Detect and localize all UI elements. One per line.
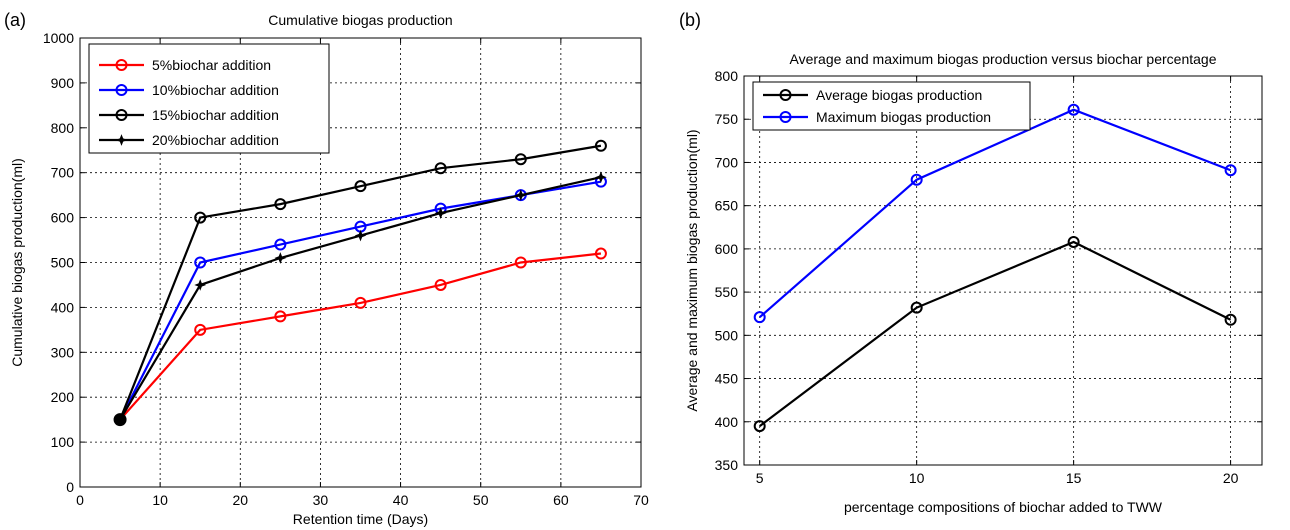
y-tick-label: 100	[51, 434, 75, 450]
chart-b: 5 10 15 20 350 400 450 500 550 600 650 700 750 800 Ave…	[679, 10, 1263, 515]
data-point	[1224, 164, 1237, 177]
data-point	[753, 420, 766, 433]
chart-a: 0 10 20 30 40 50 60 700100200300400500600700800…	[4, 10, 649, 527]
data-point	[354, 229, 367, 242]
data-point	[434, 278, 447, 291]
series-line-1	[759, 240, 1232, 427]
data-point	[274, 198, 287, 211]
y-tick-label: 350	[715, 457, 739, 473]
y-tick-label: 750	[715, 111, 739, 127]
legend-label: 5%biochar addition	[152, 57, 271, 73]
data-point	[194, 211, 207, 224]
y-tick-label: 500	[715, 327, 739, 343]
legend-label: Maximum biogas production	[816, 109, 991, 125]
series-line-3	[119, 144, 602, 421]
data-point	[274, 238, 287, 251]
x-tick-label: 60	[553, 492, 569, 508]
data-point	[274, 310, 287, 323]
legend-marker	[779, 89, 792, 101]
series-line-2	[758, 108, 1232, 319]
data-point	[594, 139, 607, 152]
data-point	[753, 311, 766, 324]
data-point	[514, 189, 527, 202]
panel-label: (b)	[679, 10, 701, 30]
y-tick-label: 200	[51, 389, 75, 405]
data-point	[514, 256, 527, 269]
y-tick-label: 700	[51, 165, 75, 181]
legend-label: Average biogas production	[816, 87, 982, 103]
y-tick-label: 800	[51, 120, 75, 136]
legend-box	[752, 81, 1031, 131]
x-tick-label: 0	[76, 492, 84, 508]
legend-label: 20%biochar addition	[152, 132, 279, 148]
x-tick-label: 20	[232, 492, 248, 508]
data-point	[595, 171, 607, 184]
y-axis-label: Average and maximum biogas production(ml…	[684, 129, 700, 411]
x-tick-label: 15	[1066, 470, 1082, 486]
chart-title: Cumulative biogas production	[268, 12, 452, 28]
data-point	[594, 247, 607, 260]
data-point	[434, 162, 447, 175]
legend: Average biogas production Maximum biogas …	[752, 81, 1031, 131]
y-tick-label: 0	[66, 479, 74, 495]
y-tick-label: 700	[715, 154, 739, 170]
data-point	[354, 180, 367, 193]
x-tick-label: 10	[152, 492, 168, 508]
plot-area	[743, 75, 1263, 466]
data-point	[910, 173, 923, 186]
data-point	[194, 256, 207, 269]
data-point	[1067, 235, 1080, 248]
legend-marker	[115, 109, 128, 121]
x-tick-label: 50	[473, 492, 489, 508]
legend-marker	[779, 111, 792, 123]
x-axis-label: percentage compositions of biochar added…	[844, 499, 1163, 515]
data-point	[194, 279, 207, 291]
legend-marker	[115, 84, 128, 96]
legend-label: 10%biochar addition	[152, 82, 279, 98]
y-tick-label: 600	[715, 241, 739, 257]
data-point	[514, 153, 527, 166]
y-tick-label: 400	[715, 414, 739, 430]
legend-label: 15%biochar addition	[152, 107, 279, 123]
y-tick-label: 550	[715, 284, 739, 300]
legend: 5%biochar addition 10%biochar addition 15%…	[88, 43, 330, 154]
data-point	[1067, 103, 1080, 116]
legend-box	[88, 43, 330, 154]
y-tick-label: 300	[51, 344, 75, 360]
x-tick-label: 40	[393, 492, 409, 508]
x-tick-label: 30	[313, 492, 329, 508]
data-point	[1224, 313, 1237, 326]
y-tick-label: 500	[51, 255, 75, 271]
x-axis-label: Retention time (Days)	[293, 511, 428, 527]
y-tick-label: 450	[715, 371, 739, 387]
legend-marker	[115, 59, 128, 71]
series-line-1	[119, 252, 602, 421]
panel-label: (a)	[4, 10, 26, 30]
y-axis-label: Cumulative biogas production(ml)	[9, 158, 25, 367]
legend-marker	[115, 134, 128, 146]
x-tick-label: 20	[1223, 470, 1239, 486]
y-tick-label: 900	[51, 75, 75, 91]
data-point	[354, 296, 367, 309]
y-tick-label: 1000	[43, 30, 74, 46]
data-point	[274, 252, 287, 264]
x-tick-label: 5	[756, 470, 764, 486]
x-tick-label: 70	[633, 492, 649, 508]
y-tick-label: 600	[51, 210, 75, 226]
data-point	[910, 301, 923, 314]
y-tick-label: 800	[715, 68, 739, 84]
y-tick-label: 650	[715, 198, 739, 214]
data-point	[434, 207, 447, 219]
y-tick-label: 400	[51, 299, 75, 315]
chart-title: Average and maximum biogas production ve…	[790, 51, 1217, 67]
data-point	[194, 323, 207, 336]
x-tick-label: 10	[909, 470, 925, 486]
data-point-overlap	[113, 413, 127, 427]
